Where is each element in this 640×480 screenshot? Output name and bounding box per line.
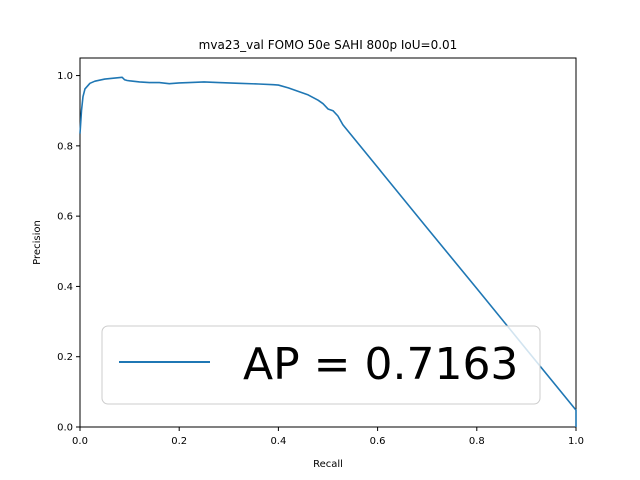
y-tick-label: 0.0 bbox=[57, 423, 73, 434]
x-axis: 0.0 0.2 0.4 0.6 0.8 1.0 bbox=[72, 427, 584, 447]
x-axis-label: Recall bbox=[313, 459, 343, 470]
x-tick-label: 1.0 bbox=[568, 436, 584, 447]
y-axis-label: Precision bbox=[32, 220, 43, 265]
y-tick-label: 0.6 bbox=[57, 212, 73, 223]
y-tick-label: 0.4 bbox=[57, 282, 73, 293]
y-tick-label: 1.0 bbox=[57, 71, 73, 82]
legend-entry-label: AP = 0.7163 bbox=[243, 339, 518, 390]
legend: AP = 0.7163 bbox=[101, 325, 541, 405]
y-axis: 0.0 0.2 0.4 0.6 0.8 1.0 bbox=[57, 71, 80, 434]
chart-title: mva23_val FOMO 50e SAHI 800p IoU=0.01 bbox=[199, 38, 458, 52]
x-tick-label: 0.0 bbox=[72, 436, 88, 447]
y-tick-label: 0.2 bbox=[57, 352, 73, 363]
x-tick-label: 0.8 bbox=[469, 436, 485, 447]
legend-box bbox=[101, 325, 541, 405]
x-tick-label: 0.6 bbox=[370, 436, 386, 447]
series-line-0 bbox=[79, 76, 577, 427]
series-layer bbox=[79, 76, 577, 427]
plot-area bbox=[79, 57, 577, 428]
x-tick-label: 0.2 bbox=[171, 436, 187, 447]
y-tick-label: 0.8 bbox=[57, 141, 73, 152]
x-tick-label: 0.4 bbox=[270, 436, 286, 447]
